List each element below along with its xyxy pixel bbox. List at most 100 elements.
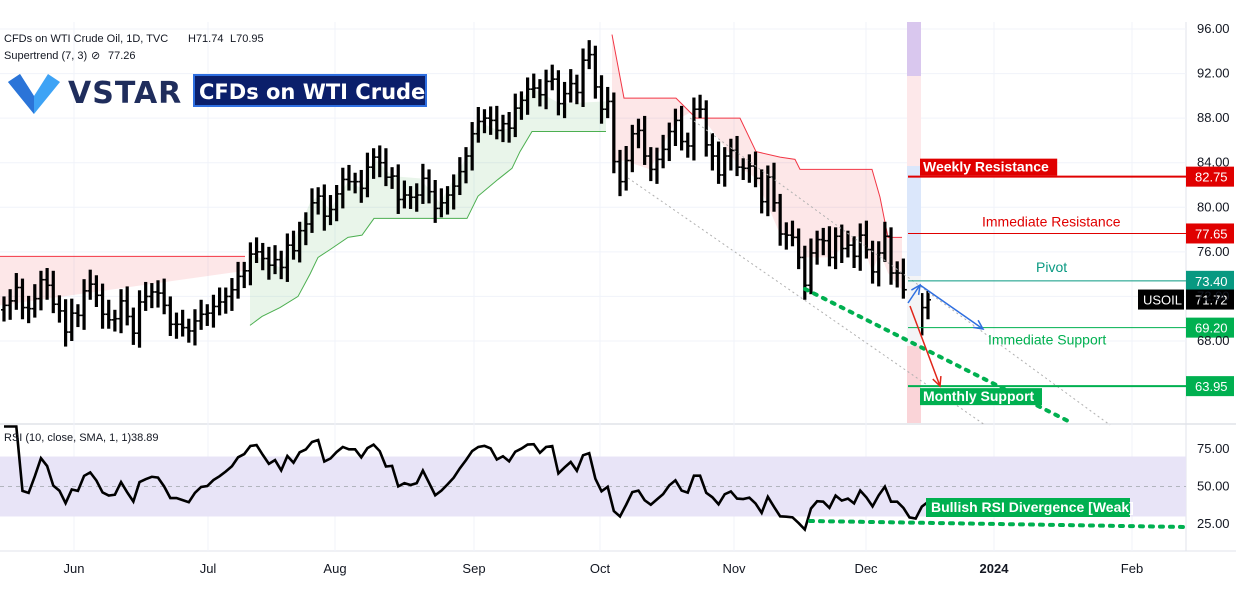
- price-badge-text: 73.40: [1195, 274, 1228, 289]
- price-bar: [925, 290, 931, 320]
- ohlc-high: H71.74: [188, 33, 223, 45]
- x-tick-label: Jun: [64, 561, 85, 576]
- price-bar: [321, 184, 328, 231]
- price-bar: [869, 240, 876, 284]
- price-bar: [684, 132, 691, 158]
- price-badge: [1186, 376, 1234, 397]
- level-label: Pivot: [1036, 259, 1067, 275]
- price-bar: [198, 299, 205, 330]
- price-bar: [666, 122, 673, 162]
- price-bar: [881, 221, 888, 262]
- price-bar: [272, 245, 279, 275]
- price-bar: [290, 230, 297, 260]
- price-bar: [764, 165, 771, 217]
- price-bar: [204, 304, 211, 326]
- price-bar: [438, 188, 445, 218]
- price-bar: [7, 289, 14, 320]
- price-bar: [863, 220, 870, 259]
- price-bar: [315, 187, 322, 215]
- price-bar: [512, 93, 519, 138]
- price-bar: [185, 318, 192, 343]
- price-bar: [339, 167, 346, 209]
- price-bar: [555, 70, 562, 116]
- price-bar: [284, 233, 291, 282]
- price-bar: [573, 74, 580, 105]
- price-bar: [499, 114, 506, 143]
- symbol-badge: [1138, 289, 1184, 310]
- price-bar: [530, 73, 537, 99]
- zone-strip: [907, 346, 921, 423]
- price-bar: [31, 284, 38, 318]
- brand-name: VSTAR: [68, 76, 182, 111]
- price-bar: [888, 227, 895, 285]
- level-label-box: [920, 388, 1042, 406]
- price-bar: [352, 172, 359, 194]
- price-bar: [345, 164, 352, 191]
- rsi-divergence-label: Bullish RSI Divergence [Weak]: [931, 499, 1134, 515]
- rsi-line: [4, 425, 929, 533]
- price-bar: [697, 94, 704, 119]
- price-badge-text: 82.75: [1195, 170, 1228, 185]
- price-bar: [19, 278, 26, 320]
- price-bar: [370, 148, 377, 179]
- price-bar: [758, 169, 765, 214]
- price-bar: [561, 81, 568, 119]
- price-bar: [413, 183, 420, 212]
- price-badge: [1186, 317, 1234, 338]
- indicator-line: Supertrend (7, 3): [4, 50, 87, 62]
- price-bar: [93, 275, 100, 308]
- price-bar: [690, 97, 697, 161]
- price-bar: [56, 295, 63, 323]
- price-bar: [167, 296, 174, 336]
- price-badge-text: 77.65: [1195, 226, 1228, 241]
- price-bar: [302, 212, 309, 246]
- price-bar: [191, 309, 198, 346]
- price-bar: [432, 179, 439, 223]
- price-bar: [259, 242, 266, 271]
- axes-layer: 96.00 92.00 88.00 84.00 80.00 76.00 72.00 68.00…: [64, 21, 1230, 576]
- price-bar: [838, 224, 845, 263]
- price-bar: [130, 307, 137, 345]
- level-weekly-resistance: Weekly Resistance 82.75: [908, 158, 1234, 187]
- price-bar: [111, 309, 118, 332]
- price-bar: [629, 124, 636, 173]
- ohlc-low: L70.95: [230, 33, 264, 45]
- eye-off-icon[interactable]: ⊘: [91, 50, 100, 62]
- price-bar: [228, 278, 235, 311]
- channel-line: [627, 177, 986, 426]
- y-tick-label: 88.00: [1197, 110, 1230, 125]
- price-bar: [456, 157, 463, 196]
- rsi-pane: Bullish RSI Divergence [Weak]: [0, 425, 1188, 533]
- price-bar: [62, 299, 69, 347]
- level-immediate-support: Immediate Support 69.20: [908, 317, 1234, 348]
- price-bar: [851, 236, 858, 269]
- price-bar: [894, 261, 901, 288]
- price-bar: [580, 48, 587, 107]
- price-bar: [463, 147, 469, 184]
- price-bar: [783, 222, 790, 250]
- price-bar: [155, 280, 161, 308]
- x-tick-label: Nov: [722, 561, 746, 576]
- price-bar: [173, 312, 180, 339]
- x-tick-label: Feb: [1121, 561, 1143, 576]
- rsi-y-tick-label: 75.00: [1197, 441, 1230, 456]
- rsi-divergence-line: [808, 519, 1188, 529]
- last-price-badge: [1186, 289, 1234, 310]
- level-immediate-resistance: Immediate Resistance 77.65: [908, 213, 1234, 244]
- supertrend-up-line: [249, 131, 606, 326]
- price-bar: [382, 148, 389, 187]
- price-bar: [364, 152, 371, 198]
- rsi-y-tick-label: 50.00: [1197, 479, 1230, 494]
- price-bar: [647, 147, 654, 182]
- price-bar: [875, 241, 882, 287]
- price-bar: [506, 112, 513, 143]
- price-bar: [444, 186, 451, 215]
- y-tick-label: 96.00: [1197, 21, 1230, 36]
- supertrend-up-cloud: [250, 88, 606, 326]
- price-bar: [524, 77, 531, 115]
- price-bar: [653, 147, 660, 184]
- price-bar: [586, 40, 593, 70]
- arrow-down-icon: [909, 305, 942, 388]
- y-tick-label: 84.00: [1197, 155, 1230, 170]
